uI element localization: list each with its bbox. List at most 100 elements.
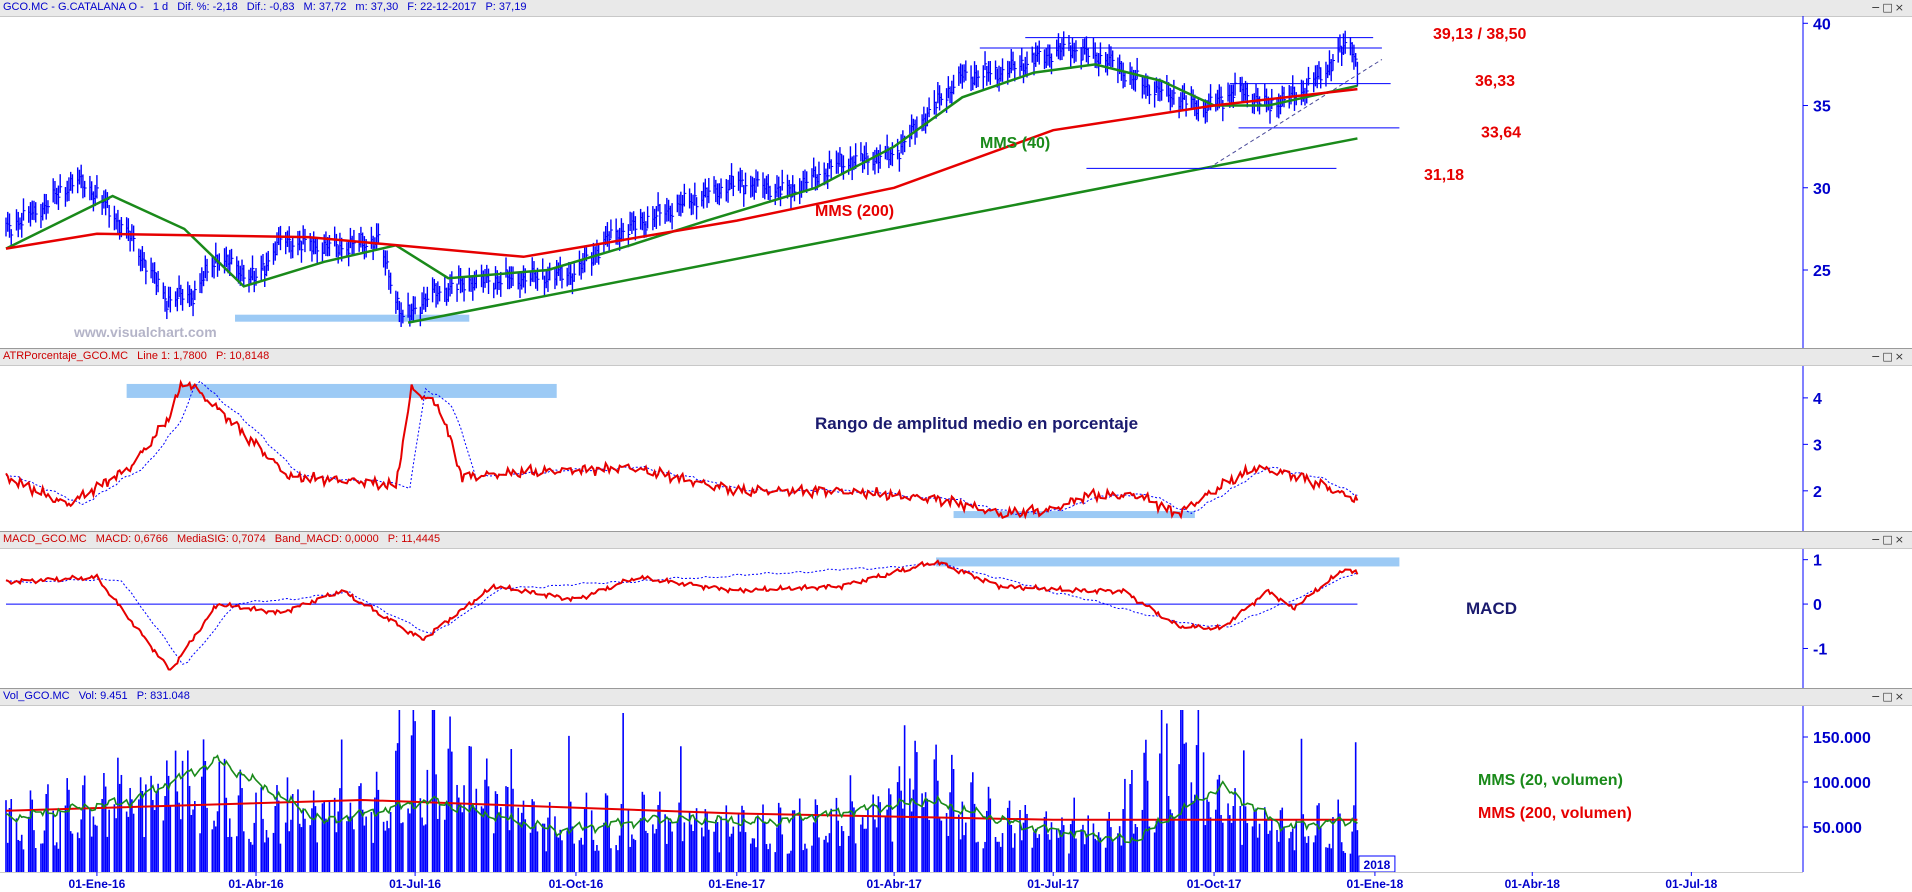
minimize-icon[interactable]: −: [1871, 690, 1883, 703]
price-header-close: P: 37,19: [485, 1, 527, 13]
x-tick-label: 01-Ene-18: [1347, 877, 1404, 891]
volume-bars: [5, 710, 1359, 872]
volume-tick-label: 50.000: [1813, 820, 1862, 837]
price-header-symbol: GCO.MC - G.CATALANA O -: [3, 1, 144, 13]
atr-panel-header: ATRPorcentaje_GCO.MC Line 1: 1,7800 P: 1…: [0, 349, 1912, 366]
macd-line: [5, 559, 1359, 671]
level-label: 31,18: [1424, 167, 1464, 184]
vol-header-name: Vol_GCO.MC: [3, 690, 70, 702]
x-tick-label: 01-Oct-16: [549, 877, 604, 891]
price-header-period: 1 d: [152, 1, 169, 13]
maximize-icon[interactable]: □: [1882, 533, 1895, 546]
volume-tick-label: 100.000: [1813, 775, 1871, 792]
mms40-label: MMS (40): [980, 135, 1050, 152]
support-highlight: [235, 314, 470, 322]
atr-tick-label: 4: [1813, 391, 1822, 408]
x-tick-label: 01-Abr-18: [1505, 877, 1561, 891]
atr-high-highlight: [126, 383, 557, 398]
macd-header-macd: MACD: 0,6766: [95, 533, 168, 545]
close-icon[interactable]: ×: [1894, 1, 1906, 14]
dashed-trendline: [1208, 59, 1383, 169]
atr-annotation: Rango de amplitud medio en porcentaje: [815, 414, 1138, 433]
volume-chart[interactable]: MMS (20, volumen) MMS (200, volumen) 50.00…: [0, 706, 1912, 872]
volume-window-buttons[interactable]: −□×: [1871, 690, 1906, 703]
maximize-icon[interactable]: □: [1882, 1, 1895, 14]
x-tick-label: 01-Jul-17: [1027, 877, 1079, 891]
close-icon[interactable]: ×: [1894, 350, 1906, 363]
volume-panel-header: Vol_GCO.MC Vol: 9.451 P: 831.048 −□×: [0, 689, 1912, 706]
atr-line: [5, 379, 1359, 520]
support-trendline: [407, 137, 1358, 324]
level-label: 39,13 / 38,50: [1433, 26, 1527, 43]
price-chart[interactable]: www.visualchart.com 39,13 / 38,50 36,33 33,…: [0, 16, 1912, 348]
maximize-icon[interactable]: □: [1882, 690, 1895, 703]
vol-header-p: P: 831.048: [136, 690, 190, 702]
x-tick-label: 01-Jul-16: [389, 877, 441, 891]
macd-tick-label: 0: [1813, 597, 1822, 614]
price-tick-label: 30: [1813, 181, 1831, 198]
mms200-label: MMS (200): [815, 203, 894, 220]
price-bars: [5, 30, 1360, 328]
price-tick-label: 35: [1813, 99, 1831, 116]
mms200-line: [5, 87, 1358, 259]
mms40-line: [5, 63, 1358, 288]
price-header-max: M: 37,72: [303, 1, 347, 13]
price-header-dif-pct: Dif. %: -2,18: [177, 1, 238, 13]
maximize-icon[interactable]: □: [1882, 350, 1895, 363]
macd-panel-header: MACD_GCO.MC MACD: 0,6766 MediaSIG: 0,707…: [0, 532, 1912, 549]
vol-header-vol: Vol: 9.451: [78, 690, 128, 702]
minimize-icon[interactable]: −: [1871, 533, 1883, 546]
price-header-date: F: 22-12-2017: [407, 1, 477, 13]
x-tick-label: 01-Ene-17: [708, 877, 765, 891]
macd-chart[interactable]: MACD -1 0 1: [0, 549, 1912, 688]
panel-divider[interactable]: [0, 348, 1912, 349]
watermark-text: www.visualchart.com: [73, 324, 217, 340]
vol-mms200-label: MMS (200, volumen): [1478, 805, 1632, 822]
x-tick-label: 01-Abr-16: [228, 877, 284, 891]
atr-header-name: ATRPorcentaje_GCO.MC: [3, 350, 129, 362]
price-window-buttons[interactable]: −□×: [1871, 1, 1906, 14]
minimize-icon[interactable]: −: [1871, 350, 1883, 363]
atr-low-highlight: [953, 511, 1195, 519]
vol-mms200-line: [5, 798, 1358, 821]
price-panel-header: GCO.MC - G.CATALANA O - 1 d Dif. %: -2,1…: [0, 0, 1912, 17]
macd-annotation: MACD: [1466, 599, 1517, 618]
macd-tick-label: 1: [1813, 553, 1822, 570]
macd-header-band: Band_MACD: 0,0000: [274, 533, 379, 545]
volume-tick-label: 150.000: [1813, 730, 1871, 747]
close-icon[interactable]: ×: [1894, 690, 1906, 703]
atr-header-p: P: 10,8148: [215, 350, 270, 362]
atr-tick-label: 2: [1813, 484, 1822, 501]
macd-header-name: MACD_GCO.MC: [3, 533, 87, 545]
price-tick-label: 25: [1813, 263, 1831, 280]
x-tick-label: 01-Ene-16: [69, 877, 126, 891]
x-tick-label: 01-Jul-18: [1665, 877, 1717, 891]
macd-header-signal: MediaSIG: 0,7074: [177, 533, 266, 545]
atr-header-line: Line 1: 1,7800: [137, 350, 207, 362]
minimize-icon[interactable]: −: [1871, 1, 1883, 14]
close-icon[interactable]: ×: [1894, 533, 1906, 546]
year-marker-box: [1358, 855, 1396, 872]
macd-tick-label: -1: [1813, 641, 1827, 658]
year-marker-text: 2018: [1364, 858, 1391, 872]
x-tick-label: 01-Oct-17: [1187, 877, 1242, 891]
atr-chart[interactable]: Rango de amplitud medio en porcentaje 2 3 4: [0, 366, 1912, 531]
price-header-dif: Dif.: -0,83: [246, 1, 295, 13]
price-header-min: m: 37,30: [355, 1, 399, 13]
panel-divider[interactable]: [0, 531, 1912, 532]
x-axis: 01-Ene-16 01-Abr-16 01-Jul-16 01-Oct-16 01-E…: [0, 872, 1803, 891]
atr-tick-label: 3: [1813, 437, 1822, 454]
atr-window-buttons[interactable]: −□×: [1871, 350, 1906, 363]
price-tick-label: 40: [1813, 16, 1831, 33]
vol-mms20-line: [5, 754, 1358, 844]
macd-highlight: [936, 557, 1400, 567]
vol-mms20-label: MMS (20, volumen): [1478, 772, 1623, 789]
level-label: 33,64: [1481, 124, 1521, 141]
panel-divider[interactable]: [0, 688, 1912, 689]
level-label: 36,33: [1475, 73, 1515, 90]
macd-signal-line: [5, 563, 1358, 665]
x-tick-label: 01-Abr-17: [866, 877, 922, 891]
macd-window-buttons[interactable]: −□×: [1871, 533, 1906, 546]
macd-header-p: P: 11,4445: [387, 533, 441, 545]
